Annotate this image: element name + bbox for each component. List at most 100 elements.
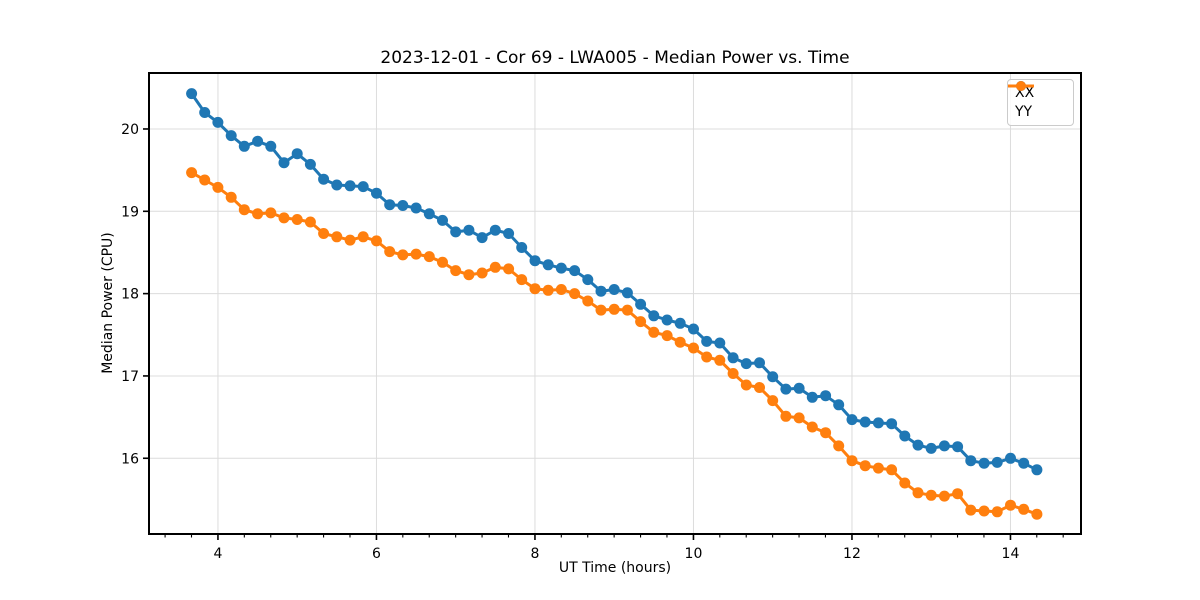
data-point-yy bbox=[503, 263, 515, 275]
data-point-yy bbox=[542, 284, 554, 296]
data-point-yy bbox=[437, 256, 448, 268]
data-point-yy bbox=[291, 214, 303, 225]
data-point-xx bbox=[238, 140, 250, 152]
data-point-xx bbox=[1031, 464, 1043, 476]
x-tick-label: 8 bbox=[530, 546, 539, 562]
data-point-xx bbox=[754, 357, 765, 369]
data-point-yy bbox=[252, 208, 264, 220]
data-point-yy bbox=[555, 284, 567, 295]
data-point-xx bbox=[212, 116, 224, 128]
data-point-yy bbox=[833, 440, 845, 452]
data-point-yy bbox=[212, 181, 224, 193]
data-point-xx bbox=[582, 274, 594, 286]
data-point-xx bbox=[648, 310, 660, 322]
data-point-yy bbox=[608, 303, 620, 315]
data-point-yy bbox=[397, 249, 409, 261]
y-tick-label: 18 bbox=[121, 287, 139, 303]
data-point-yy bbox=[793, 412, 805, 424]
data-point-yy bbox=[199, 174, 211, 186]
data-point-yy bbox=[450, 265, 462, 277]
data-point-yy bbox=[516, 274, 528, 286]
data-point-xx bbox=[780, 383, 792, 395]
data-point-xx bbox=[688, 323, 699, 335]
data-point-yy bbox=[714, 354, 726, 366]
series-line-yy bbox=[190, 171, 1039, 516]
data-point-xx bbox=[225, 130, 237, 142]
data-point-xx bbox=[186, 88, 198, 100]
legend-label-yy: YY bbox=[1015, 104, 1033, 120]
data-point-yy bbox=[701, 351, 713, 363]
x-tick-label: 4 bbox=[213, 546, 222, 562]
data-point-xx bbox=[952, 441, 964, 453]
data-point-yy bbox=[886, 464, 898, 476]
data-point-yy bbox=[899, 477, 911, 489]
plot-border bbox=[148, 72, 1082, 535]
data-point-xx bbox=[793, 382, 805, 394]
data-point-xx bbox=[806, 391, 818, 403]
y-tick-label: 17 bbox=[121, 369, 139, 385]
data-point-yy bbox=[688, 342, 699, 354]
data-point-xx bbox=[846, 414, 858, 426]
data-point-xx bbox=[886, 418, 898, 430]
data-point-yy bbox=[1018, 503, 1030, 515]
data-point-xx bbox=[872, 417, 884, 429]
data-point-yy bbox=[754, 382, 765, 393]
data-point-xx bbox=[516, 242, 528, 253]
data-point-yy bbox=[582, 295, 594, 307]
x-tick-label: 14 bbox=[1002, 546, 1020, 562]
data-point-xx bbox=[1005, 452, 1016, 464]
data-point-yy bbox=[476, 267, 488, 279]
line-marker-icon bbox=[1008, 81, 1034, 91]
chart-title: 2023-12-01 - Cor 69 - LWA005 - Median Po… bbox=[380, 48, 850, 68]
data-point-yy bbox=[357, 231, 369, 243]
data-point-xx bbox=[991, 456, 1003, 468]
x-tick-label: 12 bbox=[843, 546, 861, 562]
data-point-xx bbox=[371, 187, 382, 199]
data-point-yy bbox=[1005, 499, 1016, 511]
data-point-xx bbox=[925, 442, 937, 454]
data-point-xx bbox=[661, 314, 673, 326]
data-point-xx bbox=[820, 390, 832, 402]
data-point-yy bbox=[186, 167, 198, 179]
data-point-xx bbox=[767, 371, 779, 383]
y-tick-label: 19 bbox=[121, 204, 139, 220]
data-point-yy bbox=[727, 368, 739, 379]
data-point-xx bbox=[265, 140, 277, 152]
data-point-yy bbox=[952, 488, 964, 500]
data-point-xx bbox=[701, 335, 713, 347]
data-point-yy bbox=[318, 228, 330, 239]
data-point-yy bbox=[806, 421, 818, 433]
data-point-xx bbox=[331, 179, 343, 191]
data-point-yy bbox=[384, 246, 396, 258]
data-point-xx bbox=[608, 284, 620, 295]
data-point-yy bbox=[423, 251, 435, 263]
data-point-xx bbox=[503, 228, 515, 239]
data-point-xx bbox=[1018, 457, 1030, 469]
data-point-yy bbox=[991, 506, 1003, 518]
data-point-yy bbox=[331, 231, 343, 243]
data-point-xx bbox=[740, 358, 752, 370]
data-point-xx bbox=[476, 232, 488, 244]
data-point-yy bbox=[635, 316, 647, 328]
data-point-yy bbox=[912, 487, 924, 499]
data-point-xx bbox=[621, 287, 633, 299]
y-axis-label: Median Power (CPU) bbox=[100, 232, 116, 374]
x-tick-label: 10 bbox=[685, 546, 703, 562]
data-point-xx bbox=[489, 224, 501, 236]
data-point-yy bbox=[304, 216, 316, 228]
data-point-yy bbox=[859, 460, 871, 472]
data-point-yy bbox=[238, 204, 250, 216]
x-axis-label: UT Time (hours) bbox=[558, 560, 672, 576]
data-point-yy bbox=[278, 212, 290, 224]
legend-item-yy: YY bbox=[1008, 81, 1066, 120]
data-point-yy bbox=[265, 207, 277, 219]
data-point-xx bbox=[463, 224, 475, 236]
data-point-xx bbox=[397, 200, 409, 211]
data-point-yy bbox=[938, 490, 950, 502]
data-point-xx bbox=[965, 455, 977, 467]
data-point-yy bbox=[344, 234, 356, 246]
data-point-xx bbox=[859, 416, 871, 428]
legend: XX YY bbox=[1007, 79, 1074, 126]
data-point-yy bbox=[661, 330, 673, 342]
data-point-xx bbox=[252, 135, 264, 147]
